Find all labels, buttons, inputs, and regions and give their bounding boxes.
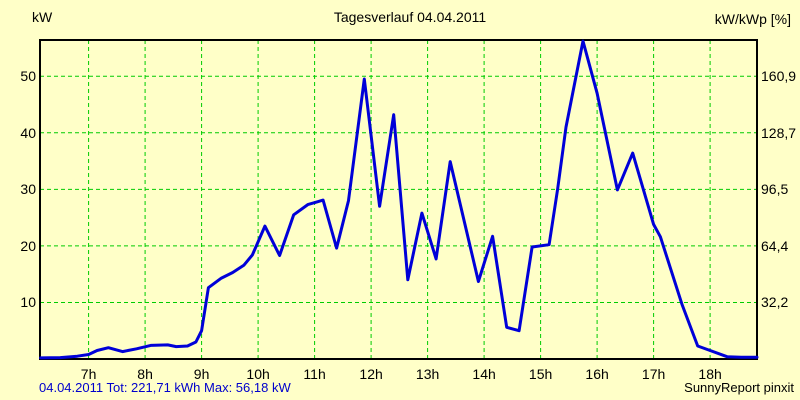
x-tick-label: 13h bbox=[415, 366, 440, 382]
x-tick-label: 18h bbox=[698, 366, 722, 382]
y-tick-label-right: 32,2 bbox=[761, 294, 789, 311]
y-tick-label-right: 96,5 bbox=[761, 181, 789, 198]
y-tick-label-right: 64,4 bbox=[761, 237, 789, 254]
report-credit-text: SunnyReport pinxit bbox=[684, 380, 794, 395]
y-tick-label-left: 20 bbox=[20, 237, 36, 254]
right-axis-unit-label: kW/kWp [%] bbox=[714, 11, 791, 27]
chart-title: Tagesverlauf 04.04.2011 bbox=[333, 9, 487, 25]
y-tick-label-left: 50 bbox=[20, 68, 36, 85]
power-curve bbox=[39, 39, 759, 360]
x-tick-label: 15h bbox=[528, 366, 553, 382]
y-tick-label-left: 40 bbox=[20, 124, 36, 141]
x-tick-label: 12h bbox=[359, 366, 383, 382]
left-axis-unit-label: kW bbox=[32, 9, 53, 25]
y-tick-label-right: 128,7 bbox=[761, 124, 797, 141]
x-tick-label: 17h bbox=[641, 366, 666, 382]
x-tick-label: 7h bbox=[80, 366, 97, 382]
x-tick-label: 10h bbox=[246, 366, 270, 382]
x-tick-label: 11h bbox=[303, 366, 326, 382]
plot-frame bbox=[39, 39, 758, 360]
x-tick-label: 8h bbox=[137, 366, 153, 382]
y-tick-label-right: 160,9 bbox=[761, 68, 797, 85]
y-tick-label-left: 30 bbox=[20, 181, 36, 198]
x-tick-label: 9h bbox=[193, 366, 210, 382]
x-tick-label: 16h bbox=[585, 366, 609, 382]
y-tick-label-left: 10 bbox=[20, 294, 36, 311]
daily-summary-text: 04.04.2011 Tot: 221,71 kWh Max: 56,18 kW bbox=[39, 380, 291, 395]
x-tick-label: 14h bbox=[472, 366, 496, 382]
